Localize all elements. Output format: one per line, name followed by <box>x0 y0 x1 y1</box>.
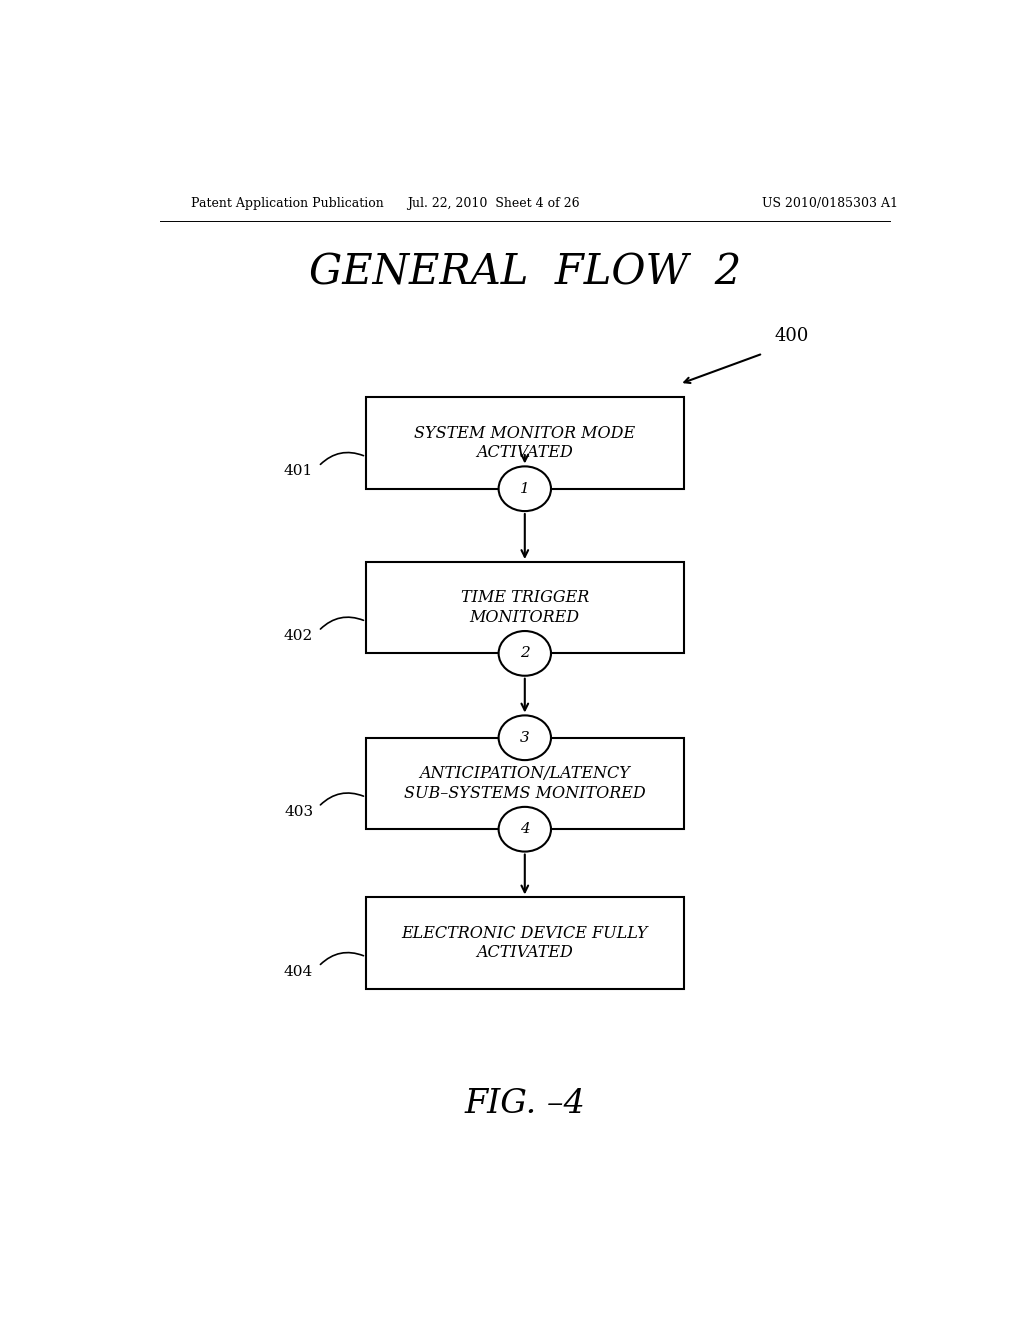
Ellipse shape <box>499 807 551 851</box>
Text: Jul. 22, 2010  Sheet 4 of 26: Jul. 22, 2010 Sheet 4 of 26 <box>407 197 580 210</box>
Text: 401: 401 <box>284 465 313 478</box>
Text: US 2010/0185303 A1: US 2010/0185303 A1 <box>762 197 898 210</box>
FancyBboxPatch shape <box>367 562 684 653</box>
Text: 1: 1 <box>520 482 529 496</box>
Text: 4: 4 <box>520 822 529 837</box>
Text: ANTICIPATION/LATENCY
SUB–SYSTEMS MONITORED: ANTICIPATION/LATENCY SUB–SYSTEMS MONITOR… <box>403 766 646 801</box>
Text: 3: 3 <box>520 731 529 744</box>
Text: 403: 403 <box>284 805 313 818</box>
FancyBboxPatch shape <box>367 397 684 488</box>
Text: TIME TRIGGER
MONITORED: TIME TRIGGER MONITORED <box>461 589 589 626</box>
FancyBboxPatch shape <box>367 738 684 829</box>
Text: 402: 402 <box>284 630 313 643</box>
Text: 400: 400 <box>775 327 809 346</box>
Ellipse shape <box>499 715 551 760</box>
Ellipse shape <box>499 466 551 511</box>
Text: SYSTEM MONITOR MODE
ACTIVATED: SYSTEM MONITOR MODE ACTIVATED <box>415 425 635 461</box>
Text: Patent Application Publication: Patent Application Publication <box>191 197 384 210</box>
Ellipse shape <box>499 631 551 676</box>
Text: FIG. –4: FIG. –4 <box>464 1088 586 1119</box>
Text: GENERAL  FLOW  2: GENERAL FLOW 2 <box>308 251 741 293</box>
Text: ELECTRONIC DEVICE FULLY
ACTIVATED: ELECTRONIC DEVICE FULLY ACTIVATED <box>401 925 648 961</box>
Text: 2: 2 <box>520 647 529 660</box>
Text: 404: 404 <box>284 965 313 978</box>
FancyBboxPatch shape <box>367 898 684 989</box>
